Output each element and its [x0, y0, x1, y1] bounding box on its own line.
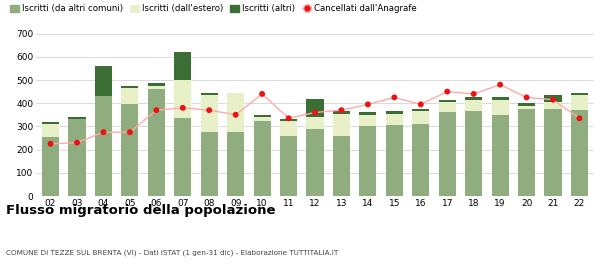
Bar: [412, 111, 430, 124]
Bar: [174, 52, 191, 80]
Bar: [174, 118, 191, 196]
Bar: [95, 66, 112, 96]
Bar: [121, 104, 139, 196]
Point: [205, 108, 214, 112]
Bar: [439, 100, 456, 102]
Bar: [200, 95, 218, 132]
Point: [46, 142, 55, 146]
Bar: [465, 111, 482, 196]
Bar: [544, 109, 562, 196]
Point: [72, 140, 82, 145]
Bar: [95, 96, 112, 196]
Text: Flusso migratorio della popolazione: Flusso migratorio della popolazione: [6, 204, 275, 217]
Bar: [121, 86, 139, 88]
Bar: [571, 110, 588, 196]
Bar: [68, 120, 86, 196]
Bar: [227, 93, 244, 132]
Point: [98, 130, 108, 134]
Point: [231, 113, 241, 117]
Bar: [333, 136, 350, 196]
Point: [575, 116, 584, 120]
Bar: [254, 117, 271, 121]
Bar: [491, 100, 509, 115]
Bar: [491, 115, 509, 196]
Bar: [174, 80, 191, 118]
Bar: [42, 124, 59, 137]
Bar: [571, 95, 588, 110]
Bar: [386, 114, 403, 125]
Bar: [518, 106, 535, 109]
Point: [257, 92, 267, 96]
Bar: [280, 120, 297, 121]
Point: [522, 95, 532, 100]
Bar: [307, 117, 323, 129]
Bar: [333, 114, 350, 136]
Bar: [359, 115, 376, 126]
Bar: [491, 97, 509, 100]
Point: [178, 106, 188, 110]
Point: [310, 110, 320, 115]
Point: [389, 95, 399, 100]
Point: [152, 108, 161, 112]
Bar: [439, 113, 456, 196]
Bar: [68, 117, 86, 120]
Bar: [518, 103, 535, 106]
Bar: [280, 121, 297, 136]
Legend: Iscritti (da altri comuni), Iscritti (dall'estero), Iscritti (altri), Cancellati: Iscritti (da altri comuni), Iscritti (da…: [10, 4, 417, 13]
Point: [548, 97, 558, 102]
Bar: [254, 115, 271, 117]
Bar: [518, 109, 535, 196]
Bar: [359, 113, 376, 115]
Bar: [148, 89, 165, 196]
Bar: [412, 124, 430, 196]
Bar: [386, 111, 403, 114]
Point: [416, 102, 425, 107]
Point: [496, 82, 505, 87]
Bar: [200, 132, 218, 196]
Bar: [439, 102, 456, 113]
Point: [125, 130, 134, 134]
Bar: [412, 109, 430, 111]
Text: COMUNE DI TEZZE SUL BRENTA (VI) - Dati ISTAT (1 gen-31 dic) - Elaborazione TUTTI: COMUNE DI TEZZE SUL BRENTA (VI) - Dati I…: [6, 249, 338, 256]
Bar: [307, 99, 323, 117]
Bar: [42, 137, 59, 196]
Bar: [227, 132, 244, 196]
Bar: [544, 102, 562, 109]
Point: [442, 89, 452, 94]
Bar: [386, 125, 403, 196]
Bar: [359, 126, 376, 196]
Bar: [148, 86, 165, 89]
Bar: [333, 111, 350, 114]
Point: [284, 116, 293, 120]
Bar: [544, 95, 562, 102]
Point: [363, 102, 373, 107]
Point: [469, 92, 478, 96]
Bar: [307, 129, 323, 196]
Bar: [465, 100, 482, 111]
Point: [337, 108, 346, 112]
Bar: [571, 93, 588, 95]
Bar: [121, 88, 139, 104]
Bar: [200, 93, 218, 95]
Bar: [280, 136, 297, 196]
Bar: [254, 121, 271, 196]
Bar: [148, 83, 165, 86]
Bar: [42, 122, 59, 124]
Bar: [465, 97, 482, 100]
